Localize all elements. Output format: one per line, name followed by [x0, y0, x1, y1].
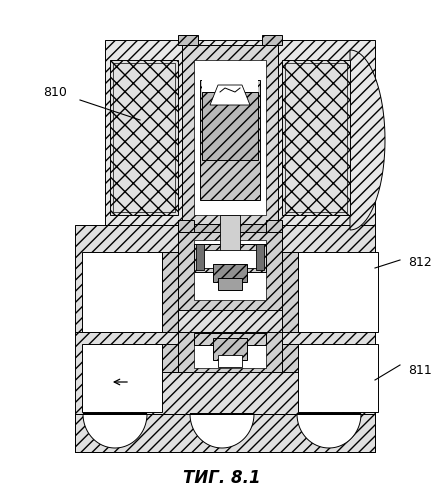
Polygon shape — [194, 244, 266, 272]
Polygon shape — [218, 355, 242, 367]
Polygon shape — [194, 333, 266, 345]
Polygon shape — [182, 45, 278, 230]
Polygon shape — [82, 252, 162, 332]
Polygon shape — [178, 35, 198, 45]
Polygon shape — [194, 340, 266, 368]
Polygon shape — [256, 244, 264, 270]
Polygon shape — [220, 215, 240, 260]
Polygon shape — [350, 50, 385, 230]
Text: 811: 811 — [408, 364, 432, 376]
Polygon shape — [200, 250, 260, 268]
Polygon shape — [213, 338, 247, 360]
Polygon shape — [178, 220, 194, 232]
Polygon shape — [298, 344, 378, 412]
Polygon shape — [82, 344, 162, 412]
Text: ΤИГ. 8.1: ΤИГ. 8.1 — [183, 469, 261, 487]
Polygon shape — [178, 332, 282, 372]
Polygon shape — [266, 220, 282, 232]
Text: 812: 812 — [408, 256, 432, 268]
Polygon shape — [282, 344, 298, 372]
Polygon shape — [194, 60, 266, 215]
Polygon shape — [213, 264, 247, 282]
Polygon shape — [196, 244, 204, 270]
Polygon shape — [105, 40, 375, 225]
Polygon shape — [298, 252, 378, 332]
Polygon shape — [282, 252, 298, 332]
Polygon shape — [297, 414, 361, 448]
Polygon shape — [75, 414, 375, 452]
Polygon shape — [162, 252, 178, 332]
Polygon shape — [178, 224, 282, 232]
Polygon shape — [110, 60, 178, 215]
Text: 810: 810 — [43, 86, 67, 98]
Polygon shape — [210, 85, 250, 105]
Polygon shape — [202, 92, 258, 160]
Polygon shape — [75, 225, 375, 340]
Polygon shape — [202, 80, 258, 92]
Polygon shape — [262, 35, 282, 45]
Polygon shape — [282, 60, 350, 215]
Polygon shape — [218, 278, 242, 290]
Polygon shape — [190, 414, 254, 448]
Polygon shape — [162, 344, 178, 372]
Polygon shape — [194, 240, 266, 300]
Polygon shape — [178, 225, 282, 310]
Polygon shape — [75, 332, 375, 420]
Polygon shape — [83, 414, 147, 448]
Polygon shape — [200, 80, 260, 200]
